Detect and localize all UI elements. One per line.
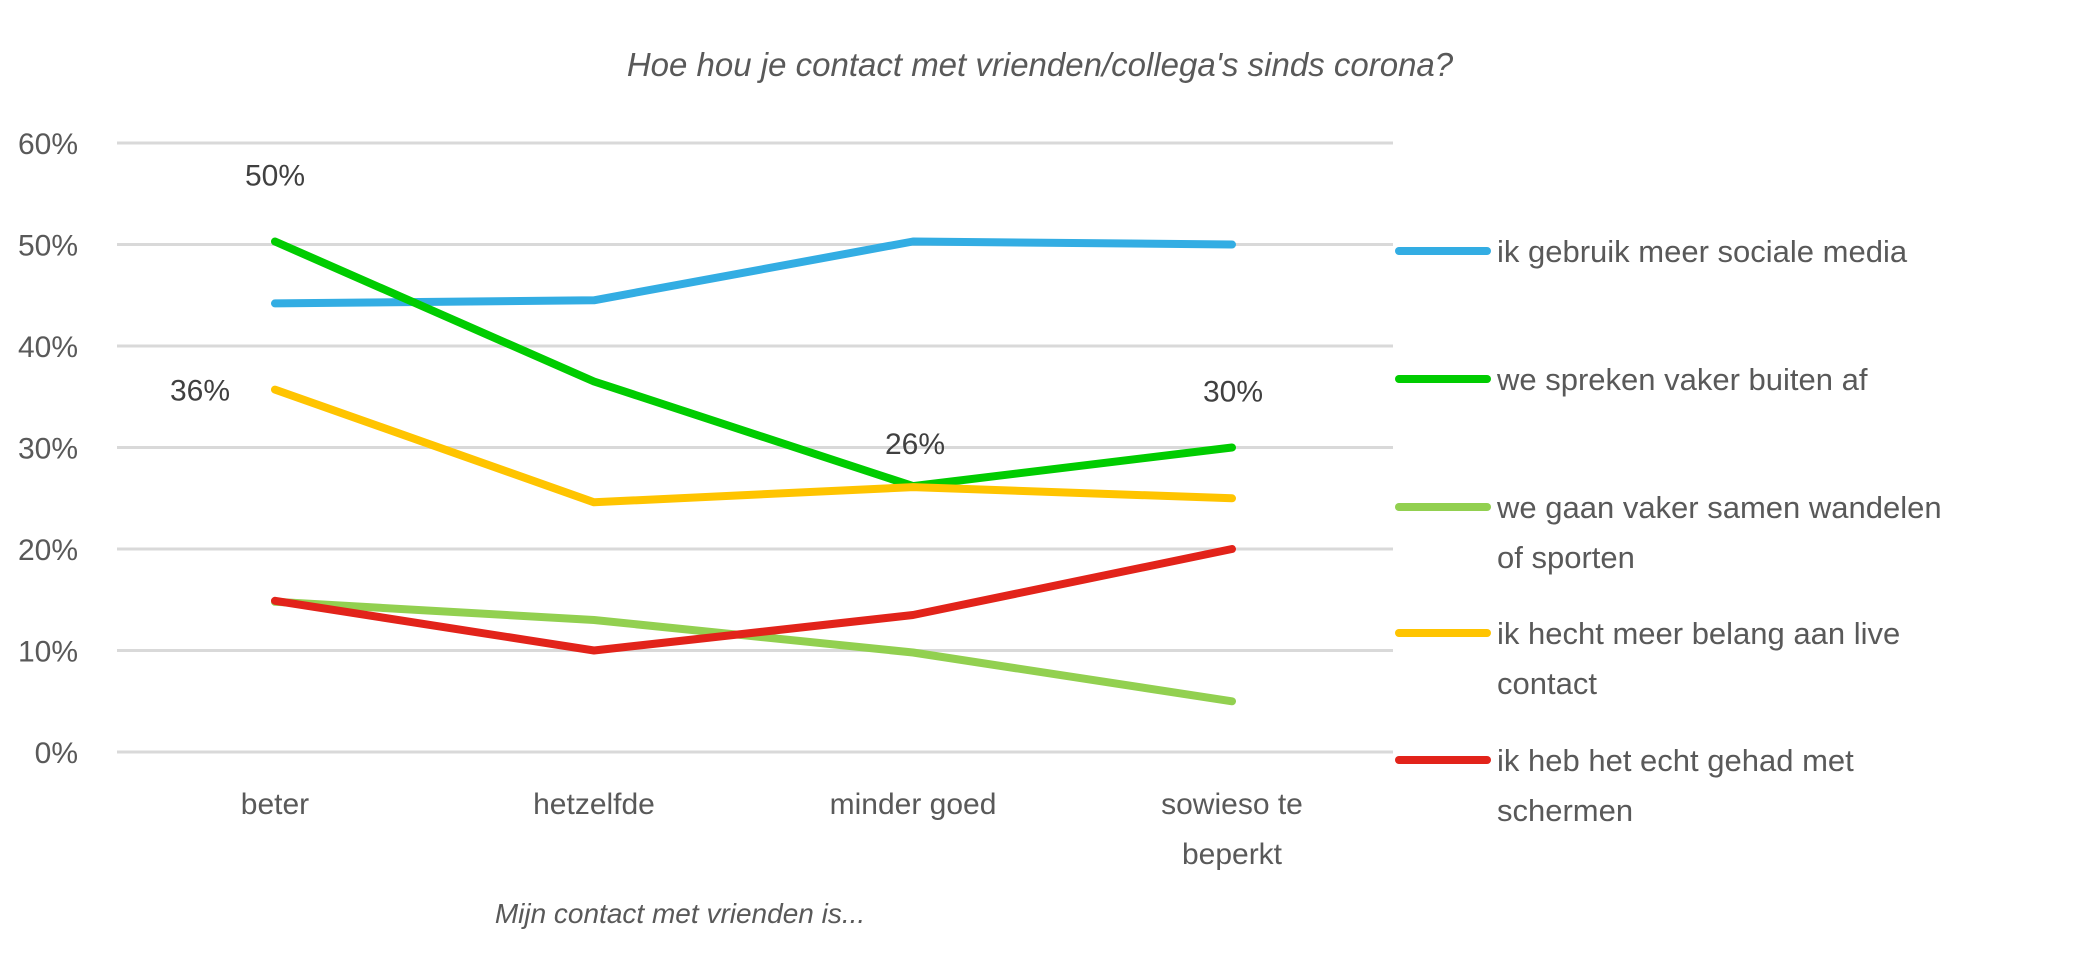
series-line	[271, 237, 1236, 491]
legend-label: we gaan vaker samen wandelen	[1496, 490, 1942, 525]
x-tick-label: beperkt	[1182, 838, 1283, 871]
legend-item: we gaan vaker samen wandelen of sporten	[1395, 490, 1942, 575]
legend-label: contact	[1497, 666, 1597, 701]
legend: ik gebruik meer sociale media we spreken …	[1395, 234, 1942, 828]
data-label: 36%	[170, 375, 230, 408]
series-line	[271, 237, 1236, 308]
data-label: 30%	[1203, 376, 1263, 409]
x-tick-label: minder goed	[830, 788, 997, 821]
series-lines	[271, 237, 1236, 706]
legend-label: we spreken vaker buiten af	[1496, 362, 1868, 397]
legend-item: ik heb het echt gehad met schermen	[1395, 743, 1854, 828]
y-tick-label: 40%	[18, 331, 78, 364]
legend-item: ik gebruik meer sociale media	[1395, 234, 1908, 269]
data-label: 50%	[245, 159, 305, 192]
y-axis-ticks: 0% 10% 20% 30% 40% 50% 60%	[18, 128, 78, 770]
gridlines	[117, 141, 1393, 754]
legend-label: ik heb het echt gehad met	[1497, 743, 1854, 778]
x-tick-label: beter	[241, 788, 309, 821]
x-axis-ticks: beter hetzelfde minder goed sowieso te beper…	[241, 788, 1303, 871]
legend-label: of sporten	[1497, 540, 1635, 575]
y-tick-label: 50%	[18, 230, 78, 263]
series-line	[271, 385, 1236, 507]
legend-label: ik gebruik meer sociale media	[1497, 234, 1908, 269]
legend-label: schermen	[1497, 793, 1633, 828]
y-tick-label: 30%	[18, 433, 78, 466]
y-tick-label: 0%	[35, 737, 78, 770]
legend-item: we spreken vaker buiten af	[1395, 362, 1868, 397]
y-tick-label: 60%	[18, 128, 78, 161]
legend-label: ik hecht meer belang aan live	[1497, 616, 1900, 651]
y-tick-label: 20%	[18, 534, 78, 567]
data-label: 26%	[885, 428, 945, 461]
x-tick-label: hetzelfde	[533, 788, 655, 821]
data-labels: 50% 36% 26% 30%	[170, 159, 1263, 461]
x-tick-label: sowieso te	[1161, 788, 1303, 821]
chart-title: Hoe hou je contact met vrienden/collega'…	[627, 46, 1454, 83]
legend-item: ik hecht meer belang aan live contact	[1395, 616, 1900, 701]
y-tick-label: 10%	[18, 636, 78, 669]
x-axis-title: Mijn contact met vrienden is...	[495, 898, 865, 929]
series-line	[271, 545, 1236, 655]
